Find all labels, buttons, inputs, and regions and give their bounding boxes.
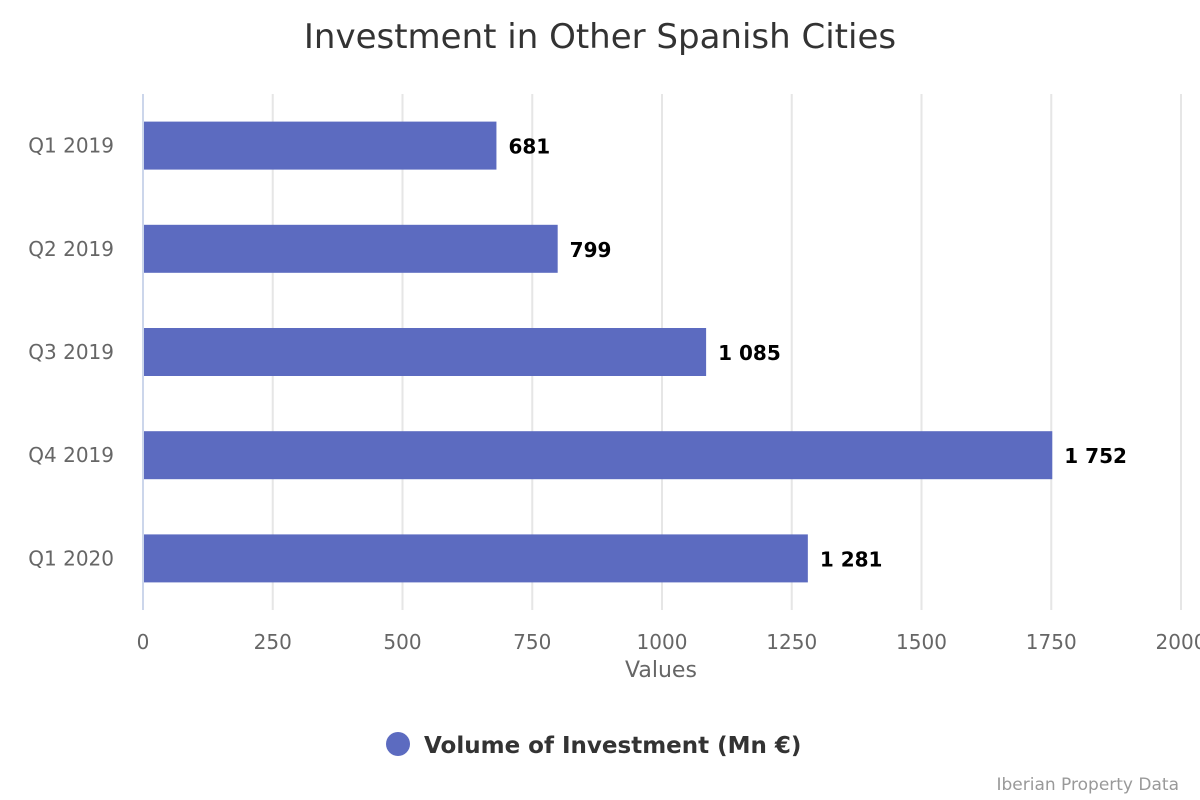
category-label: Q1 2019 (28, 134, 114, 158)
legend-item[interactable]: Volume of Investment (Mn €) (386, 732, 801, 759)
x-tick-label: 2000 (1156, 630, 1200, 654)
x-tick-label: 1500 (896, 630, 947, 654)
bar[interactable] (144, 328, 707, 376)
bar[interactable] (144, 534, 808, 583)
category-label: Q3 2019 (28, 340, 114, 364)
x-axis-label: Values (625, 658, 697, 683)
bar[interactable] (144, 431, 1053, 480)
data-label: 681 (508, 135, 550, 159)
x-tick-label: 1000 (637, 630, 688, 654)
data-label: 1 752 (1064, 444, 1127, 468)
category-label: Q1 2020 (28, 546, 114, 570)
data-label: 1 281 (820, 547, 883, 571)
legend-label: Volume of Investment (Mn €) (424, 733, 801, 759)
x-tick-label: 500 (383, 630, 421, 654)
credits[interactable]: Iberian Property Data (996, 775, 1179, 795)
category-label: Q2 2019 (28, 237, 114, 261)
x-tick-label: 0 (137, 630, 150, 654)
x-tick-label: 1750 (1026, 630, 1077, 654)
x-tick-label: 750 (513, 630, 551, 654)
category-label: Q4 2019 (28, 443, 114, 467)
bar[interactable] (144, 121, 497, 170)
bar[interactable] (144, 224, 558, 273)
x-tick-label: 1250 (766, 630, 817, 654)
legend-marker (386, 732, 410, 756)
data-label: 799 (570, 238, 612, 262)
chart-title: Investment in Other Spanish Cities (304, 17, 896, 57)
data-label: 1 085 (718, 341, 781, 365)
x-tick-label: 250 (254, 630, 292, 654)
